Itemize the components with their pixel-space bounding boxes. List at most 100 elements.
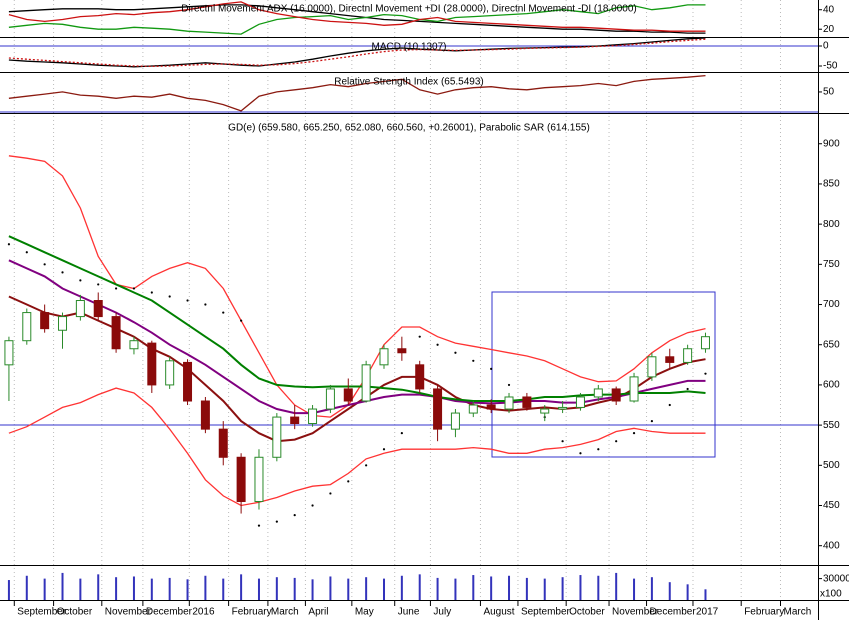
- sar-dot: [204, 303, 207, 306]
- sar-dot: [186, 299, 189, 302]
- sar-dot: [382, 448, 386, 451]
- candle-body: [540, 408, 550, 414]
- volume-bar: [204, 575, 207, 600]
- panel: [4, 155, 710, 527]
- volume-bar: [400, 575, 403, 600]
- candle-body: [4, 340, 14, 366]
- y-tick-label: 700: [823, 299, 840, 310]
- sar-dot: [490, 367, 493, 370]
- sar-dot: [400, 432, 403, 435]
- candle-body: [254, 456, 264, 502]
- panel-title: GD(e) (659.580, 665.250, 652.080, 660.56…: [228, 123, 590, 134]
- sar-dot: [114, 287, 118, 290]
- panel: [0, 38, 818, 68]
- candle-body: [397, 348, 407, 354]
- sar-dot: [97, 283, 100, 286]
- x-tick-label: 2016: [192, 607, 215, 618]
- y-tick-label: 900: [823, 138, 840, 149]
- volume-bar: [365, 577, 368, 600]
- panel-title: Relative Strength Index (65.5493): [334, 77, 484, 88]
- candle-body: [40, 312, 50, 330]
- x-tick-label: March: [783, 607, 811, 618]
- volume-bar: [525, 577, 528, 600]
- grid: [13, 0, 781, 600]
- line: [8, 1, 706, 32]
- candle-body: [218, 428, 228, 458]
- line: [8, 4, 706, 35]
- sar-dot: [704, 372, 707, 375]
- x-tick-label: April: [308, 607, 328, 618]
- volume-bar: [132, 576, 135, 600]
- candle-body: [433, 388, 443, 430]
- volume-bar: [490, 576, 493, 600]
- x-tick-label: September: [521, 607, 571, 618]
- candle-body: [129, 340, 139, 350]
- candle-body: [290, 416, 300, 425]
- line: [8, 4, 706, 34]
- candle-body: [75, 300, 85, 318]
- y-tick-label: 850: [823, 179, 840, 190]
- candle-body: [165, 360, 175, 386]
- sar-dot: [686, 387, 689, 391]
- volume-bar: [150, 578, 153, 600]
- y-tick-label: 30000: [823, 573, 849, 584]
- x-tick-label: May: [355, 607, 374, 618]
- sar-dot: [365, 464, 368, 467]
- volume-bar: [615, 572, 618, 600]
- x-tick-label: February: [744, 607, 784, 618]
- sar-dot: [275, 520, 278, 523]
- sar-dot: [132, 287, 136, 290]
- y-tick-label: -50: [823, 61, 838, 72]
- highlight-box: [491, 291, 716, 458]
- volume-bar: [97, 574, 100, 600]
- candle-body: [486, 404, 496, 410]
- line: [8, 38, 706, 68]
- volume-bar: [329, 576, 332, 600]
- panel: [7, 572, 707, 600]
- sar-dot: [579, 452, 582, 455]
- volume-bar: [311, 579, 314, 600]
- candle-body: [593, 388, 603, 398]
- panel: [8, 1, 706, 35]
- volume-bar: [186, 579, 189, 600]
- y-tick-label: 400: [823, 540, 840, 551]
- volume-bar: [597, 575, 600, 600]
- candle-body: [415, 364, 425, 390]
- sar-dot: [222, 311, 225, 314]
- x-tick-label: August: [483, 607, 514, 618]
- volume-bar: [668, 582, 671, 600]
- candle-body: [558, 406, 568, 410]
- y-tick-label: 550: [823, 420, 840, 431]
- x-tick-label: October: [569, 607, 605, 618]
- x-tick-label: September: [17, 607, 67, 618]
- volume-bar: [257, 578, 260, 600]
- candle-body: [683, 348, 693, 363]
- sar-dot: [650, 419, 653, 423]
- line: [8, 259, 706, 415]
- y-tick-label: 600: [823, 380, 840, 391]
- candle-body: [629, 376, 639, 402]
- volume-bar: [579, 575, 582, 600]
- candle-body: [700, 336, 710, 350]
- volume-bar: [650, 577, 653, 600]
- volume-bar: [43, 578, 46, 600]
- x-tick-label: July: [433, 607, 451, 618]
- candle-body: [147, 342, 157, 386]
- candle-body: [611, 388, 621, 402]
- sar-dot: [25, 251, 28, 254]
- volume-bar: [61, 572, 64, 600]
- line: [8, 74, 706, 112]
- x-tick-label: November: [105, 607, 152, 618]
- candle-body: [647, 356, 657, 378]
- candle-body: [379, 348, 389, 366]
- candle-body: [575, 396, 585, 408]
- y-tick-label: 40: [823, 4, 835, 15]
- y-tick-label: 50: [823, 87, 835, 98]
- sar-dot: [79, 279, 82, 282]
- sar-dot: [436, 343, 439, 346]
- panel-title: MACD (10.1307): [371, 42, 446, 53]
- volume-bar: [240, 574, 243, 600]
- x-tick-label: October: [57, 607, 93, 618]
- candle-body: [468, 404, 478, 414]
